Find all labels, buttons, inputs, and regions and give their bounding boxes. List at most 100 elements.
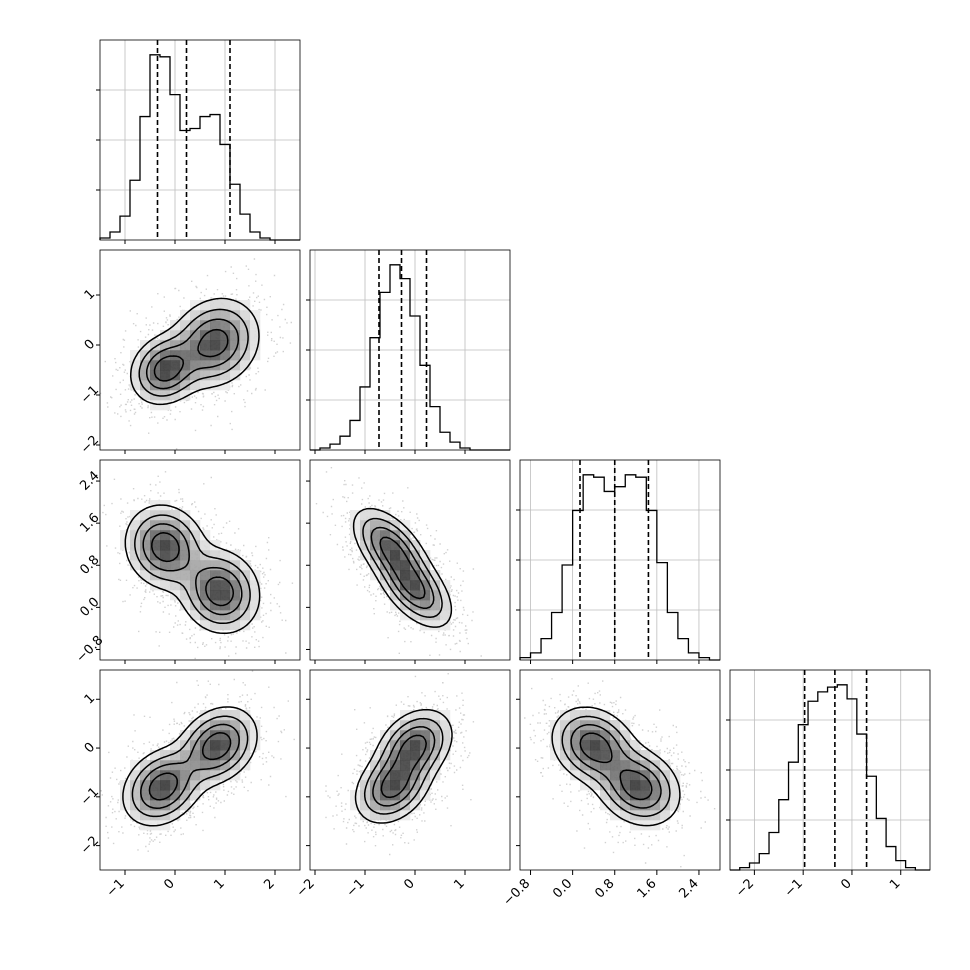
density-cell — [430, 740, 441, 751]
density-cell — [250, 590, 261, 601]
density-cell — [230, 590, 241, 601]
density-cell — [140, 360, 151, 371]
density-cell — [590, 750, 601, 761]
panel-frame — [729, 669, 931, 871]
density-cell — [430, 610, 441, 621]
density-cell — [170, 770, 181, 781]
density-cell — [190, 330, 201, 341]
density-cell — [430, 720, 441, 731]
density-cell — [140, 790, 151, 801]
density-cell — [550, 740, 561, 751]
density-cell — [190, 780, 201, 791]
density-cell — [220, 380, 231, 391]
joint-panel-3-1 — [309, 669, 511, 871]
density-cell — [390, 560, 401, 571]
density-cell — [370, 770, 381, 781]
density-cell — [170, 750, 181, 761]
density-cell — [600, 780, 611, 791]
marginal-panel-1 — [306, 249, 511, 451]
density-cell — [630, 780, 641, 791]
density-cell — [200, 370, 211, 381]
density-cell — [130, 810, 141, 821]
density-cell — [390, 760, 401, 771]
density-cell — [160, 790, 171, 801]
density-cell — [180, 390, 191, 401]
density-cell — [430, 730, 441, 741]
density-cell — [150, 340, 161, 351]
panel-frame — [309, 249, 511, 451]
marginal-panel-2 — [516, 459, 721, 661]
density-cell — [360, 550, 371, 561]
density-cell — [360, 770, 371, 781]
density-cell — [580, 710, 591, 721]
contour-line — [372, 725, 436, 807]
density-cell — [220, 570, 231, 581]
density-cell — [660, 760, 671, 771]
density-cell — [400, 590, 411, 601]
density-cell — [130, 780, 141, 791]
density-cell — [230, 570, 241, 581]
density-cell — [630, 770, 641, 781]
density-cell — [360, 780, 371, 791]
density-cell — [560, 760, 571, 771]
contour-line — [551, 706, 681, 827]
density-cell — [640, 750, 651, 761]
density-cell — [430, 600, 441, 611]
density-cell — [160, 780, 171, 791]
density-cell — [410, 540, 421, 551]
density-cell — [220, 560, 231, 571]
density-cell — [160, 820, 171, 831]
density-cell — [420, 570, 431, 581]
density-cell — [180, 590, 191, 601]
density-cell — [210, 300, 221, 311]
joint-content — [100, 471, 294, 660]
density-cell — [160, 380, 171, 391]
density-cell — [660, 800, 671, 811]
density-cell — [130, 350, 141, 361]
density-cell — [200, 720, 211, 731]
density-cell — [250, 340, 261, 351]
density-cell — [130, 380, 141, 391]
density-cell — [180, 380, 191, 391]
density-cell — [430, 570, 441, 581]
density-cell — [200, 540, 211, 551]
density-cell — [250, 320, 261, 331]
density-cell — [200, 360, 211, 371]
density-cell — [230, 610, 241, 621]
density-cell — [210, 560, 221, 571]
panel-frame — [519, 669, 721, 871]
density-cell — [430, 580, 441, 591]
density-cell — [230, 370, 241, 381]
density-cell — [190, 320, 201, 331]
density-cell — [380, 510, 391, 521]
density-cell — [240, 350, 251, 361]
density-cell — [390, 550, 401, 561]
density-cell — [240, 750, 251, 761]
density-cell — [190, 520, 201, 531]
y-tick-label: 2.4 — [77, 468, 102, 493]
x-tick-label: 0.0 — [550, 876, 575, 901]
density-cell — [180, 530, 191, 541]
density-cell — [400, 570, 411, 581]
density-cell — [610, 780, 621, 791]
panel-frame — [99, 249, 301, 451]
density-cell — [580, 760, 591, 771]
density-cell — [390, 720, 401, 731]
density-cell — [230, 620, 241, 631]
density-cell — [180, 790, 191, 801]
density-cell — [140, 520, 151, 531]
density-cell — [240, 710, 251, 721]
density-cell — [250, 730, 261, 741]
density-cell — [220, 550, 231, 561]
density-cell — [210, 710, 221, 721]
density-cell — [200, 590, 211, 601]
contour-line — [122, 706, 258, 827]
density-cell — [210, 590, 221, 601]
density-cell — [430, 590, 441, 601]
density-cell — [410, 720, 421, 731]
density-cell — [420, 600, 431, 611]
density-cell — [240, 580, 251, 591]
density-cell — [190, 610, 201, 621]
density-cell — [380, 560, 391, 571]
density-cell — [220, 710, 231, 721]
